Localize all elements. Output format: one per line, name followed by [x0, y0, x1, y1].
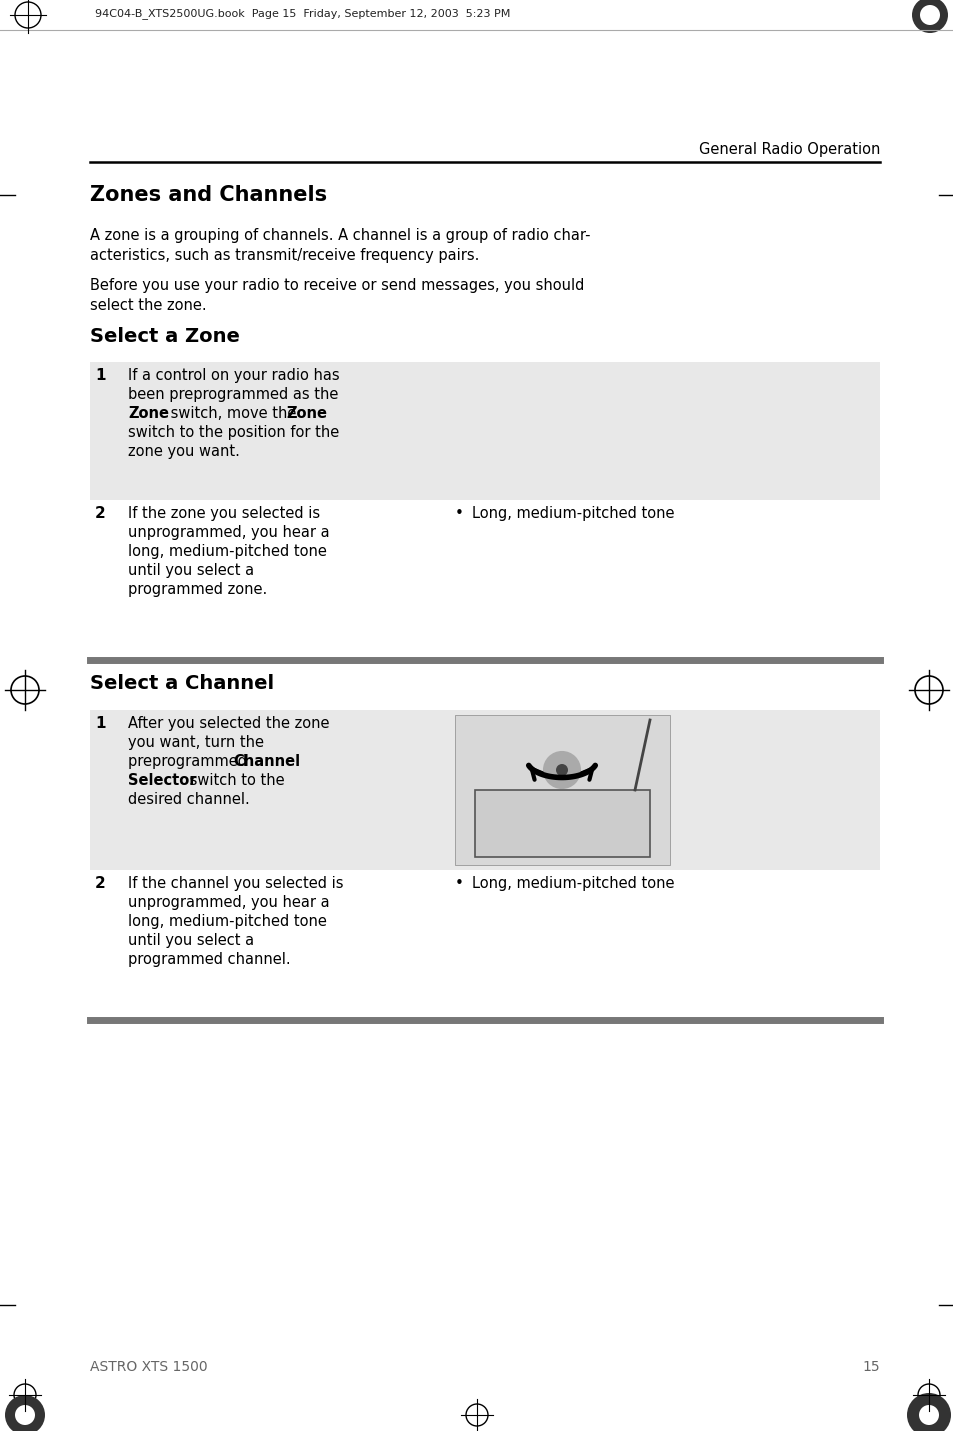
Text: programmed channel.: programmed channel.: [128, 952, 291, 967]
Text: been preprogrammed as the: been preprogrammed as the: [128, 386, 338, 402]
Text: zone you want.: zone you want.: [128, 444, 239, 459]
Text: •: •: [455, 507, 463, 521]
Bar: [90, 710, 879, 870]
Text: 1: 1: [95, 368, 106, 384]
Bar: [475, 790, 649, 857]
Circle shape: [919, 4, 939, 24]
Text: long, medium-pitched tone: long, medium-pitched tone: [128, 914, 327, 929]
Text: unprogrammed, you hear a: unprogrammed, you hear a: [128, 894, 330, 910]
Circle shape: [556, 764, 567, 776]
Circle shape: [911, 0, 947, 33]
Text: 1: 1: [95, 716, 106, 731]
Text: •: •: [455, 876, 463, 892]
Text: preprogrammed: preprogrammed: [128, 754, 252, 768]
Circle shape: [918, 1405, 938, 1425]
Text: until you select a: until you select a: [128, 562, 253, 578]
Text: Zone: Zone: [128, 406, 169, 421]
Text: Select a Channel: Select a Channel: [90, 674, 274, 693]
Text: switch to the: switch to the: [185, 773, 284, 788]
Text: 2: 2: [95, 876, 106, 892]
Text: If the channel you selected is: If the channel you selected is: [128, 876, 343, 892]
Bar: [90, 362, 879, 499]
Text: until you select a: until you select a: [128, 933, 253, 947]
Text: select the zone.: select the zone.: [90, 298, 207, 313]
Text: desired channel.: desired channel.: [128, 791, 250, 807]
Text: Long, medium-pitched tone: Long, medium-pitched tone: [472, 507, 674, 521]
Circle shape: [906, 1392, 950, 1431]
Text: 2: 2: [95, 507, 106, 521]
Circle shape: [543, 753, 579, 788]
Text: 15: 15: [862, 1359, 879, 1374]
Text: you want, turn the: you want, turn the: [128, 736, 264, 750]
Text: If a control on your radio has: If a control on your radio has: [128, 368, 339, 384]
Text: switch, move the: switch, move the: [166, 406, 301, 421]
Text: Long, medium-pitched tone: Long, medium-pitched tone: [472, 876, 674, 892]
Text: If the zone you selected is: If the zone you selected is: [128, 507, 320, 521]
Text: 94C04-B_XTS2500UG.book  Page 15  Friday, September 12, 2003  5:23 PM: 94C04-B_XTS2500UG.book Page 15 Friday, S…: [95, 9, 510, 19]
Text: ASTRO XTS 1500: ASTRO XTS 1500: [90, 1359, 208, 1374]
Text: acteristics, such as transmit/receive frequency pairs.: acteristics, such as transmit/receive fr…: [90, 248, 478, 263]
Text: A zone is a grouping of channels. A channel is a group of radio char-: A zone is a grouping of channels. A chan…: [90, 228, 590, 243]
Text: long, medium-pitched tone: long, medium-pitched tone: [128, 544, 327, 560]
Text: Zone: Zone: [286, 406, 327, 421]
Text: After you selected the zone: After you selected the zone: [128, 716, 329, 731]
Text: Channel: Channel: [233, 754, 300, 768]
Text: Before you use your radio to receive or send messages, you should: Before you use your radio to receive or …: [90, 278, 584, 293]
Bar: [455, 716, 669, 864]
Text: Select a Zone: Select a Zone: [90, 328, 239, 346]
Text: General Radio Operation: General Radio Operation: [698, 142, 879, 157]
Text: Zones and Channels: Zones and Channels: [90, 185, 327, 205]
Text: Selector: Selector: [128, 773, 196, 788]
Text: switch to the position for the: switch to the position for the: [128, 425, 339, 439]
Circle shape: [5, 1395, 45, 1431]
Text: programmed zone.: programmed zone.: [128, 582, 267, 597]
Circle shape: [15, 1405, 35, 1425]
Text: unprogrammed, you hear a: unprogrammed, you hear a: [128, 525, 330, 539]
